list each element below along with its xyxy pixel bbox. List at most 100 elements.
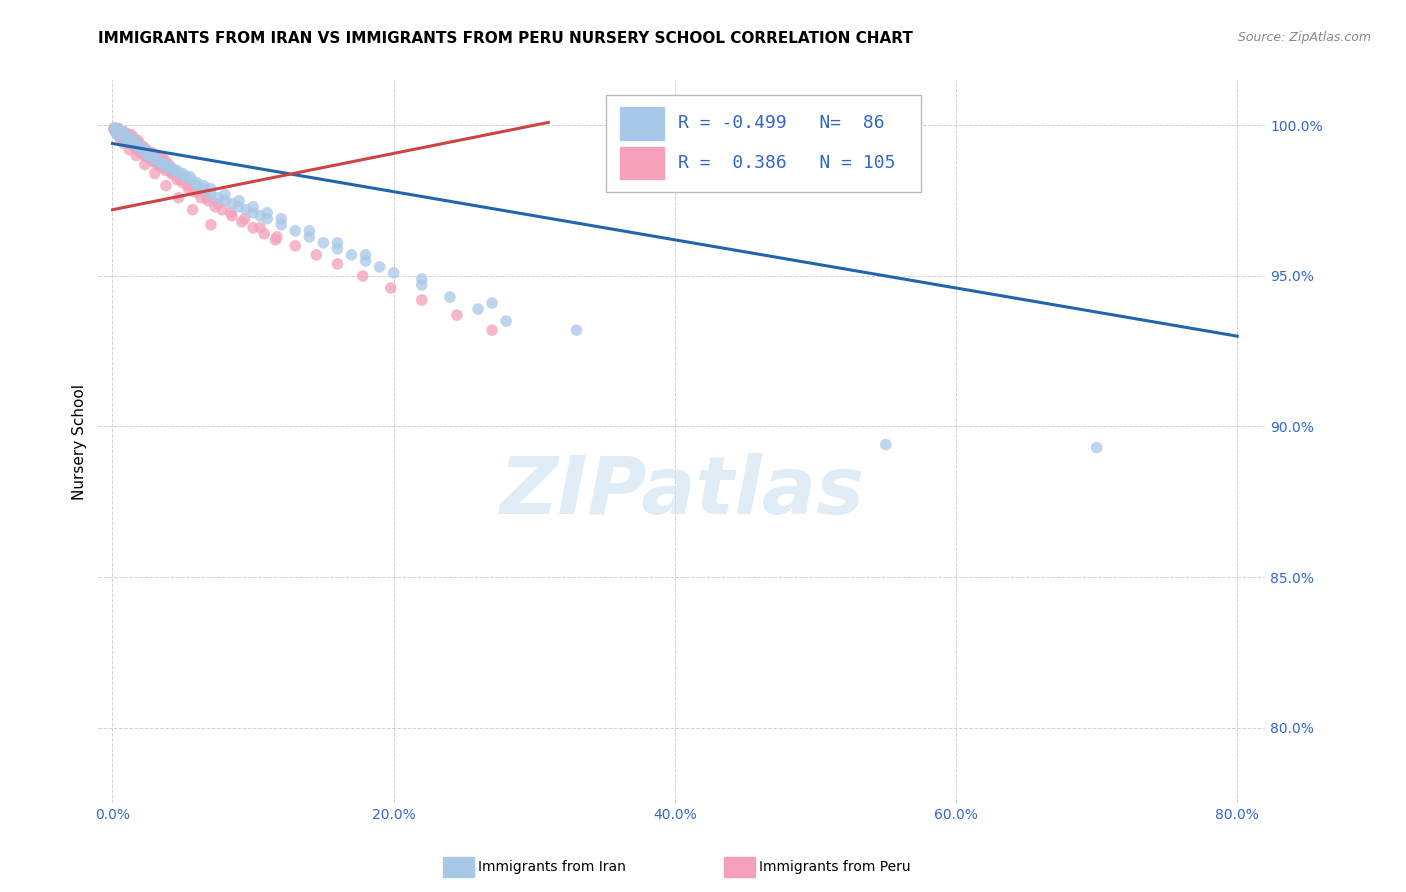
Point: [207, 196, 229, 211]
Point: [340, 248, 363, 262]
Point: [112, 128, 135, 142]
Point: [298, 224, 321, 238]
Text: R = -0.499   N=  86: R = -0.499 N= 86: [679, 114, 884, 132]
Point: [122, 130, 145, 145]
Point: [127, 139, 149, 153]
Point: [121, 136, 143, 151]
Text: IMMIGRANTS FROM IRAN VS IMMIGRANTS FROM PERU NURSERY SCHOOL CORRELATION CHART: IMMIGRANTS FROM IRAN VS IMMIGRANTS FROM …: [98, 31, 914, 46]
Point: [565, 323, 588, 337]
Point: [131, 145, 153, 160]
Point: [439, 290, 461, 304]
Point: [125, 139, 148, 153]
Point: [174, 169, 197, 184]
Point: [160, 167, 183, 181]
Text: Immigrants from Iran: Immigrants from Iran: [478, 860, 626, 874]
Point: [195, 191, 218, 205]
Point: [143, 167, 166, 181]
Point: [200, 218, 222, 232]
Point: [204, 200, 226, 214]
Point: [104, 121, 127, 136]
Point: [114, 128, 136, 142]
Point: [132, 143, 155, 157]
Point: [228, 200, 250, 214]
Point: [127, 134, 149, 148]
Point: [121, 134, 143, 148]
Point: [214, 187, 236, 202]
Point: [177, 181, 200, 195]
Point: [118, 130, 141, 145]
Point: [155, 154, 177, 169]
Point: [167, 191, 190, 205]
Point: [115, 134, 138, 148]
Point: [326, 242, 349, 256]
Point: [235, 202, 257, 217]
Point: [117, 128, 139, 142]
Point: [180, 172, 202, 186]
Point: [134, 158, 156, 172]
Point: [207, 191, 229, 205]
Point: [110, 128, 132, 142]
Point: [118, 130, 141, 145]
Point: [129, 145, 152, 160]
Point: [186, 178, 208, 193]
Text: Immigrants from Peru: Immigrants from Peru: [759, 860, 911, 874]
Point: [157, 161, 180, 175]
Point: [105, 124, 128, 138]
Point: [143, 154, 166, 169]
Point: [111, 124, 134, 138]
Point: [149, 152, 172, 166]
Point: [131, 143, 153, 157]
Point: [352, 268, 374, 283]
Point: [481, 323, 503, 337]
Point: [354, 248, 377, 262]
Point: [107, 121, 129, 136]
Point: [228, 194, 250, 208]
Point: [114, 128, 136, 142]
Point: [122, 136, 145, 151]
Point: [163, 163, 186, 178]
Point: [249, 220, 271, 235]
Point: [124, 139, 146, 153]
Point: [124, 134, 146, 148]
Point: [108, 124, 131, 138]
Point: [242, 220, 264, 235]
Point: [242, 206, 264, 220]
Point: [193, 178, 215, 193]
Point: [128, 136, 150, 151]
Point: [172, 176, 194, 190]
Point: [284, 224, 307, 238]
Point: [186, 185, 208, 199]
Point: [326, 235, 349, 250]
Point: [169, 172, 191, 186]
Point: [270, 218, 292, 232]
Point: [104, 124, 127, 138]
Point: [354, 254, 377, 268]
Point: [284, 239, 307, 253]
Text: ZIPatlas: ZIPatlas: [499, 453, 865, 531]
Point: [264, 233, 287, 247]
Point: [150, 161, 173, 175]
Point: [110, 124, 132, 138]
Text: R =  0.386   N = 105: R = 0.386 N = 105: [679, 154, 896, 172]
Point: [117, 134, 139, 148]
Point: [122, 136, 145, 151]
Point: [181, 202, 204, 217]
Point: [169, 167, 191, 181]
Point: [115, 134, 138, 148]
Point: [115, 130, 138, 145]
Point: [134, 148, 156, 162]
Point: [148, 154, 170, 169]
Point: [121, 136, 143, 151]
Point: [138, 152, 160, 166]
Point: [197, 194, 219, 208]
Point: [155, 158, 177, 172]
Point: [135, 143, 157, 157]
Point: [125, 148, 148, 162]
Point: [270, 211, 292, 226]
Point: [1085, 441, 1108, 455]
Point: [256, 211, 278, 226]
Point: [105, 124, 128, 138]
Point: [127, 143, 149, 157]
Point: [368, 260, 391, 274]
Point: [108, 130, 131, 145]
